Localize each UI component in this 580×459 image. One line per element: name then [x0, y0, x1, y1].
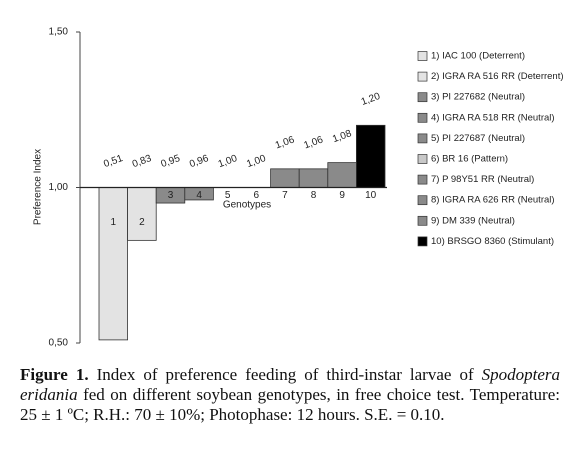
legend-label: 9) DM 339 (Neutral) [431, 215, 515, 226]
legend-swatch [417, 71, 428, 82]
x-tick-label: 8 [311, 190, 317, 201]
x-tick-label: 3 [168, 190, 174, 201]
caption: Figure 1. Index of preference feeding of… [20, 365, 560, 425]
y-tick-label: 1,50 [49, 27, 69, 38]
data-label: 1,06 [274, 134, 296, 151]
bar [355, 124, 386, 188]
legend-swatch [417, 195, 428, 206]
legend-label: 10) BRSGO 8360 (Stimulant) [431, 236, 554, 247]
bar [327, 162, 357, 188]
x-axis-label: Genotypes [223, 200, 271, 211]
data-label: 1,06 [303, 134, 325, 151]
caption-species: Spodoptera eridania [20, 365, 561, 404]
y-tick-label: 1,00 [49, 182, 69, 193]
legend-label: 6) BR 16 (Pattern) [431, 154, 508, 165]
caption-text: Index of preference feeding of third-ins… [96, 365, 474, 384]
data-label: 0,83 [131, 153, 153, 170]
caption-text: fed on different soybean genotypes, in f… [20, 385, 560, 424]
legend-label: 7) P 98Y51 RR (Neutral) [431, 174, 534, 185]
data-label: 1,00 [245, 153, 267, 170]
legend-label: 5) PI 227687 (Neutral) [431, 133, 525, 144]
legend-label: 4) IGRA RA 518 RR (Neutral) [431, 112, 555, 123]
legend-label: 1) IAC 100 (Deterrent) [431, 51, 525, 62]
bar [127, 187, 157, 241]
bar [270, 168, 300, 188]
x-tick-label: 4 [196, 190, 202, 201]
x-tick-label: 10 [365, 190, 377, 201]
legend-swatch [417, 236, 428, 247]
x-tick-label: 6 [254, 190, 260, 201]
y-tick-label: 0,50 [49, 338, 69, 349]
legend-swatch [417, 92, 428, 103]
data-label: 0,51 [102, 153, 124, 170]
legend-label: 2) IGRA RA 516 RR (Deterrent) [431, 71, 564, 82]
legend-swatch [417, 51, 428, 61]
data-label: 1,08 [331, 128, 353, 145]
chart: Preference Index Genotypes 0,50 1,00 1,50 1… [33, 27, 564, 349]
x-tick-label: 5 [225, 190, 231, 201]
data-label: 0,96 [188, 153, 210, 170]
legend-swatch [417, 133, 428, 144]
x-tick-label: 2 [139, 217, 145, 228]
x-tick-label: 7 [282, 190, 288, 201]
y-axis-label: Preference Index [33, 149, 44, 225]
data-label: 1,00 [217, 153, 239, 170]
legend-label: 3) PI 227682 (Neutral) [431, 92, 525, 103]
legend-swatch [417, 154, 428, 164]
x-tick-label: 9 [339, 190, 345, 201]
legend-swatch [417, 112, 428, 123]
data-label: 1,20 [360, 91, 382, 108]
caption-label: Figure 1. [20, 365, 89, 384]
bar [298, 168, 329, 188]
legend-swatch [417, 215, 428, 226]
x-tick-label: 1 [111, 217, 117, 228]
legend-swatch [417, 174, 428, 185]
bar [98, 187, 129, 341]
data-label: 0,95 [160, 153, 182, 170]
legend-label: 8) IGRA RA 626 RR (Neutral) [431, 195, 555, 206]
